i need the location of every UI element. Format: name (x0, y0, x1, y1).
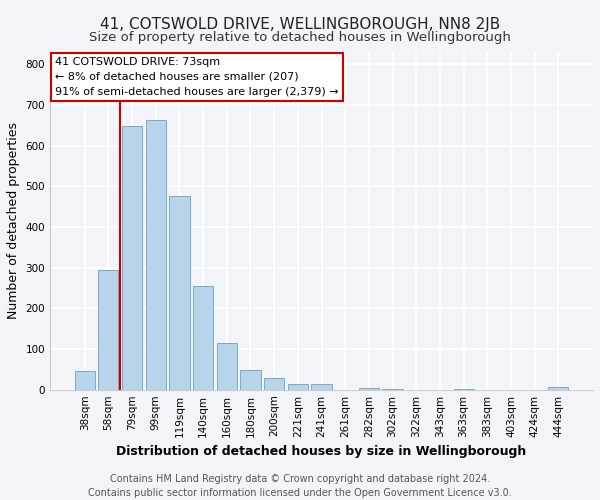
Bar (146, 120, 166, 390)
Bar (264, 378, 284, 390)
Y-axis label: Number of detached properties: Number of detached properties (7, 122, 20, 320)
Bar (98, 270, 118, 390)
Bar (122, 126, 142, 390)
Bar (454, 388, 473, 390)
Text: 41 COTSWOLD DRIVE: 73sqm
← 8% of detached houses are smaller (207)
91% of semi-d: 41 COTSWOLD DRIVE: 73sqm ← 8% of detache… (55, 57, 339, 96)
X-axis label: Distribution of detached houses by size in Wellingborough: Distribution of detached houses by size … (116, 445, 527, 458)
Bar (359, 388, 379, 390)
Text: Size of property relative to detached houses in Wellingborough: Size of property relative to detached ho… (89, 32, 511, 44)
Bar (74, 370, 95, 390)
Bar (382, 389, 403, 390)
Bar (169, 196, 190, 390)
Text: 41, COTSWOLD DRIVE, WELLINGBOROUGH, NN8 2JB: 41, COTSWOLD DRIVE, WELLINGBOROUGH, NN8 … (100, 18, 500, 32)
Bar (241, 370, 260, 390)
Bar (288, 384, 308, 390)
Bar (193, 286, 213, 390)
Bar (217, 344, 237, 390)
Bar (548, 387, 568, 390)
Bar (311, 384, 332, 390)
Text: Contains HM Land Registry data © Crown copyright and database right 2024.
Contai: Contains HM Land Registry data © Crown c… (88, 474, 512, 498)
